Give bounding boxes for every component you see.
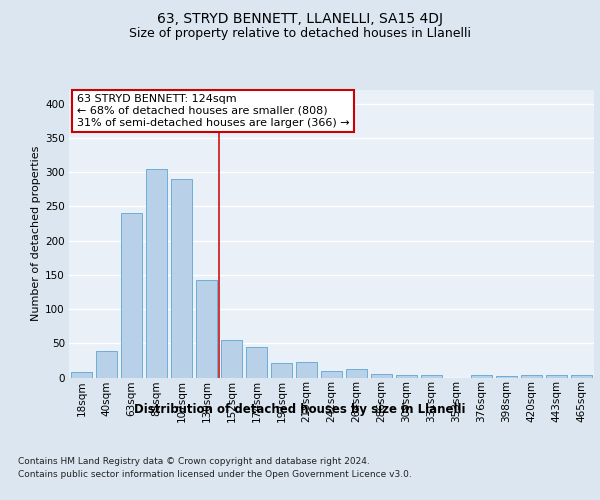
- Bar: [96, 352, 117, 378]
- Text: Size of property relative to detached houses in Llanelli: Size of property relative to detached ho…: [129, 28, 471, 40]
- Bar: [346, 370, 367, 378]
- Bar: [246, 346, 267, 378]
- Bar: [571, 375, 592, 378]
- Bar: [321, 372, 342, 378]
- Text: 63 STRYD BENNETT: 124sqm
← 68% of detached houses are smaller (808)
31% of semi-: 63 STRYD BENNETT: 124sqm ← 68% of detach…: [77, 94, 349, 128]
- Bar: [371, 374, 392, 378]
- Bar: [296, 362, 317, 378]
- Y-axis label: Number of detached properties: Number of detached properties: [31, 146, 41, 322]
- Bar: [546, 376, 567, 378]
- Bar: [521, 375, 542, 378]
- Text: Distribution of detached houses by size in Llanelli: Distribution of detached houses by size …: [134, 402, 466, 415]
- Bar: [171, 179, 192, 378]
- Bar: [496, 376, 517, 378]
- Bar: [396, 376, 417, 378]
- Text: 63, STRYD BENNETT, LLANELLI, SA15 4DJ: 63, STRYD BENNETT, LLANELLI, SA15 4DJ: [157, 12, 443, 26]
- Bar: [221, 340, 242, 378]
- Bar: [196, 280, 217, 378]
- Bar: [71, 372, 92, 378]
- Bar: [471, 376, 492, 378]
- Bar: [146, 168, 167, 378]
- Bar: [421, 376, 442, 378]
- Text: Contains HM Land Registry data © Crown copyright and database right 2024.
Contai: Contains HM Land Registry data © Crown c…: [18, 458, 412, 479]
- Bar: [121, 213, 142, 378]
- Bar: [271, 363, 292, 378]
